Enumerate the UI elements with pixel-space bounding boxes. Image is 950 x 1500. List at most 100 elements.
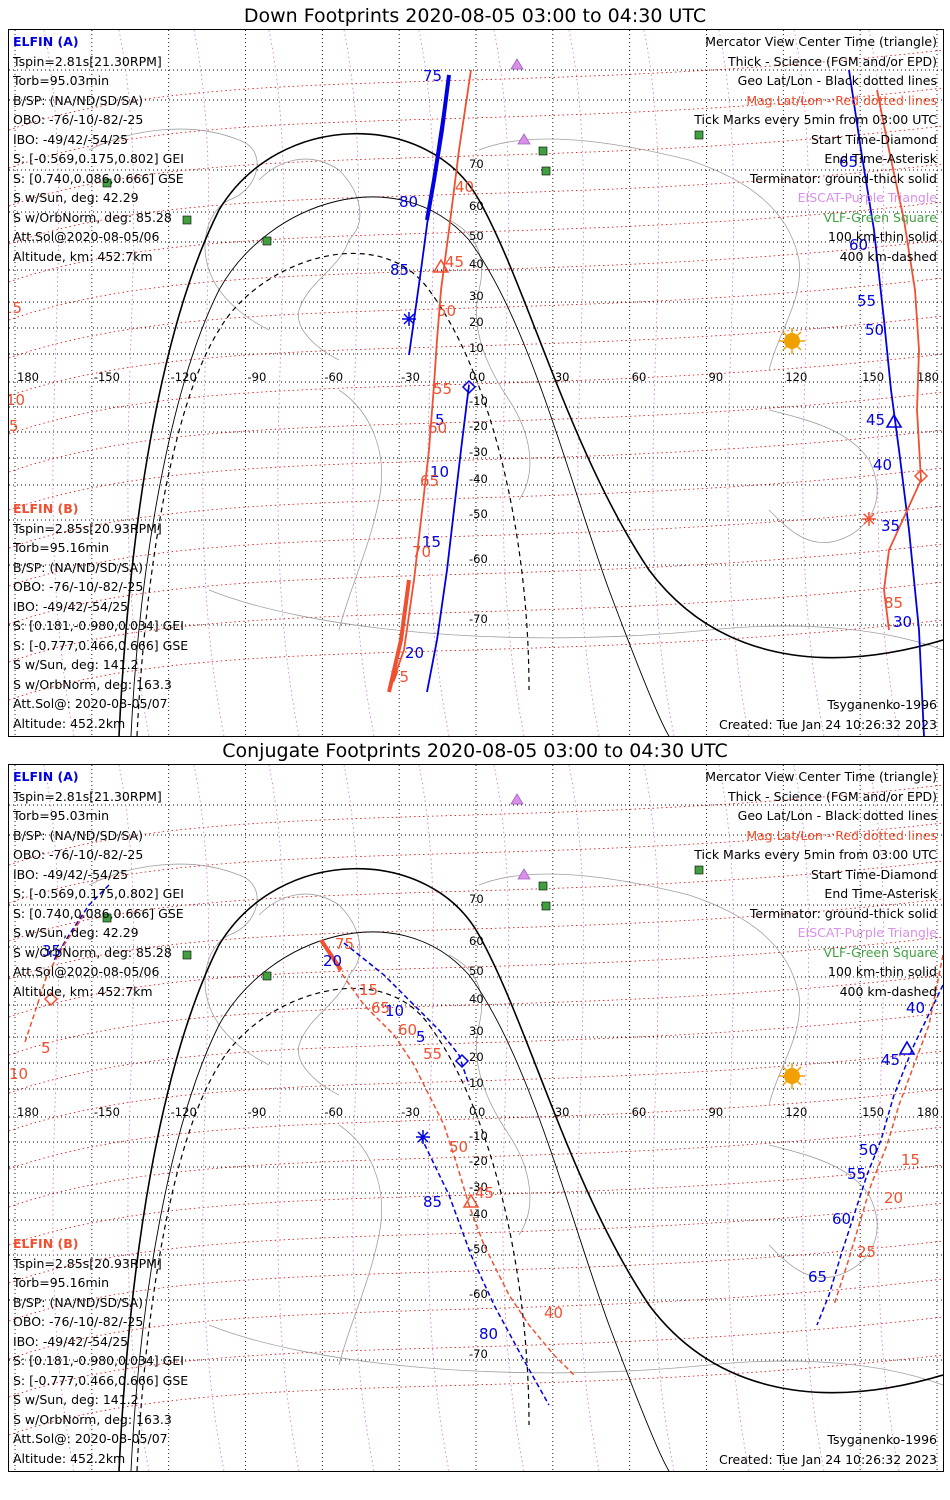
track-label: 65	[839, 153, 858, 171]
legend-eiscat: EISCAT-Purple Triangle	[797, 925, 937, 940]
lon-tick-label: 30	[555, 370, 570, 384]
vlf-square	[541, 166, 551, 176]
mag-meridian	[868, 765, 900, 1471]
legend-start: Start Time-Diamond	[810, 866, 937, 882]
vlf-square	[102, 913, 112, 923]
lat-tick-label: -20	[469, 1154, 488, 1168]
track-label: 60	[832, 1210, 851, 1228]
legend-thick: Thick - Science (FGM and/or EPD)	[728, 53, 937, 69]
track-label: 65	[371, 999, 390, 1017]
elfin-b-info: ELFIN (B) Tspin=2.85s[20.93RPM] Torb=95.…	[13, 1234, 188, 1468]
elfin-a-conj-track-south	[420, 1136, 550, 1406]
mag-parallel	[9, 543, 943, 625]
sun-icon	[779, 1063, 805, 1089]
mag-parallel	[9, 505, 943, 587]
model-name: Tsyganenko-1996	[827, 697, 937, 712]
axis-labels: 180 -150 -120 -90 -60 -30 0 30 60 90 120 150 1807060…	[17, 157, 939, 626]
lat-tick-label: -30	[469, 445, 488, 459]
info-line: S: [-0.777,0.466,0.666] GSE	[13, 637, 189, 653]
coastline	[258, 158, 361, 361]
lon-tick-label: 120	[785, 370, 807, 384]
info-line: Altitude, km: 452.7km	[13, 248, 153, 264]
track-label: 55	[433, 380, 452, 398]
legend-100km: 100 km-thin solid	[828, 229, 937, 244]
legend-400km: 400 km-dashed	[839, 983, 937, 999]
track-label: 15	[901, 1151, 920, 1169]
terminator-ground	[118, 132, 943, 736]
elfin-a-center-triangle	[898, 1040, 916, 1055]
lon-tick-label: 90	[709, 1105, 724, 1119]
info-line: OBO: -76/-10/-82/-25	[13, 579, 144, 594]
info-line: S: [-0.569,0.175,0.802] GEI	[13, 886, 184, 901]
info-line: S w/Sun, deg: 42.29	[13, 190, 139, 205]
mag-parallel	[9, 353, 943, 435]
vlf-square	[182, 950, 192, 960]
mag-meridian	[268, 30, 300, 736]
legend-vlf: VLF-Green Square	[823, 944, 937, 960]
elfin-b-start-diamond	[913, 468, 929, 484]
mag-parallel	[9, 1012, 943, 1094]
info-line: Torb=95.16min	[13, 540, 110, 555]
mag-meridian	[868, 30, 900, 736]
down-map-svg: 180 -150 -120 -90 -60 -30 0 30 60 90 120 150 1807060…	[9, 30, 943, 736]
lat-tick-label: -60	[469, 1287, 488, 1301]
elfin-a-info: ELFIN (A) Tspin=2.81s[21.30RPM] Torb=95.…	[13, 767, 184, 1001]
elfin-a-name: ELFIN (A)	[13, 34, 79, 49]
mag-meridian	[118, 765, 150, 1471]
lat-tick-label: 10	[469, 341, 484, 355]
mag-parallel	[9, 49, 943, 131]
track-label: 5	[9, 417, 19, 435]
mag-meridian	[343, 765, 375, 1471]
track-label: 10	[385, 1002, 404, 1020]
lon-tick-label: -120	[171, 370, 197, 384]
coastline	[448, 954, 531, 1236]
info-line: S w/OrbNorm, deg: 163.3	[13, 676, 172, 692]
lat-tick-label: -60	[469, 552, 488, 566]
legend-ticks: Tick Marks every 5min from 03:00 UTC	[694, 847, 937, 862]
mag-meridian	[118, 30, 150, 736]
track-label: 40	[455, 178, 474, 196]
mag-meridian	[493, 765, 525, 1471]
elfin-a-science-north	[425, 74, 451, 221]
geo-grid	[9, 30, 943, 736]
lon-tick-label: 180	[17, 1105, 39, 1119]
terminator-100km	[130, 196, 670, 736]
track-label: 75	[390, 668, 409, 686]
mag-parallel	[9, 784, 943, 866]
legend-view: Mercator View Center Time (triangle)	[705, 34, 937, 49]
track-label: 5	[435, 411, 445, 429]
lat-tick-label: 0	[469, 369, 476, 383]
mag-parallel	[9, 936, 943, 1018]
lon-tick-label: -90	[248, 370, 267, 384]
lon-tick-label: 180	[917, 1105, 939, 1119]
mag-parallel	[9, 315, 943, 397]
vlf-square	[262, 236, 272, 246]
mag-parallel	[9, 201, 943, 283]
track-label: 80	[479, 1325, 498, 1343]
info-line: IBO: -49/42/-54/25	[13, 1333, 129, 1349]
lon-tick-label: 150	[862, 370, 884, 384]
mag-parallel	[9, 1202, 943, 1284]
mag-parallel	[9, 860, 943, 942]
legend-mag: Mag Lat/Lon - Red dotted lines	[746, 92, 937, 108]
mag-parallel	[9, 1354, 943, 1436]
info-line: Tspin=2.85s[20.93RPM]	[13, 520, 162, 536]
geo-grid	[9, 765, 943, 1471]
elfin-a-start-diamond	[461, 379, 477, 395]
mag-meridian	[718, 30, 750, 736]
lon-tick-label: 0	[478, 370, 485, 384]
lat-tick-label: 40	[469, 992, 484, 1006]
track-label: 75	[423, 67, 442, 85]
legend-end: End Time-Asterisk	[824, 886, 937, 901]
lon-tick-label: 30	[555, 1105, 570, 1119]
mag-parallel	[9, 87, 943, 169]
vlf-square	[538, 146, 548, 156]
info-line: Altitude: 452.2km	[13, 715, 126, 731]
vlf-square	[694, 130, 704, 140]
track-label: 40	[873, 456, 892, 474]
elfin-b-science	[319, 938, 343, 972]
legend-100km: 100 km-thin solid	[828, 964, 937, 979]
mag-meridian	[493, 30, 525, 736]
track-label: 15	[359, 981, 378, 999]
lat-tick-label: 0	[469, 1104, 476, 1118]
